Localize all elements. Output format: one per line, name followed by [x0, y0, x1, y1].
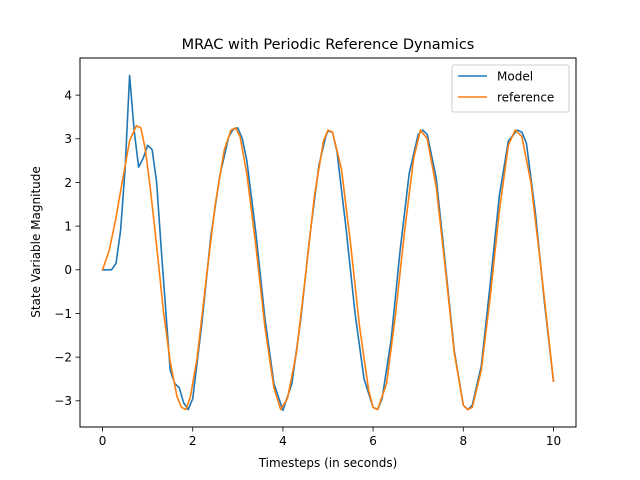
y-tick-label: −2: [54, 350, 72, 364]
y-tick-label: −3: [54, 394, 72, 408]
x-axis: 0 2 4 6 8 10: [99, 427, 561, 448]
y-tick-label: 1: [64, 219, 72, 233]
legend-label-model: Model: [497, 70, 533, 84]
legend-label-reference: reference: [497, 91, 554, 105]
y-tick-label: 0: [64, 263, 72, 277]
x-tick-label: 8: [459, 434, 467, 448]
series-layer: [101, 74, 555, 412]
y-tick-label: 4: [64, 88, 72, 102]
y-axis-label: State Variable Magnitude: [29, 166, 43, 318]
x-tick-label: 2: [189, 434, 197, 448]
x-tick-label: 6: [369, 434, 377, 448]
x-tick-label: 10: [546, 434, 561, 448]
chart-title: MRAC with Periodic Reference Dynamics: [182, 37, 475, 53]
y-axis: −3 −2 −1 0 1 2 3 4: [54, 88, 80, 408]
y-tick-label: −1: [54, 307, 72, 321]
y-tick-label: 3: [64, 132, 72, 146]
legend: Model reference: [451, 64, 570, 113]
y-tick-label: 2: [64, 176, 72, 190]
x-tick-label: 0: [99, 434, 107, 448]
x-axis-label: Timesteps (in seconds): [258, 456, 398, 470]
series-line-reference: [101, 124, 555, 411]
x-tick-label: 4: [279, 434, 287, 448]
plot-frame: [79, 57, 577, 428]
